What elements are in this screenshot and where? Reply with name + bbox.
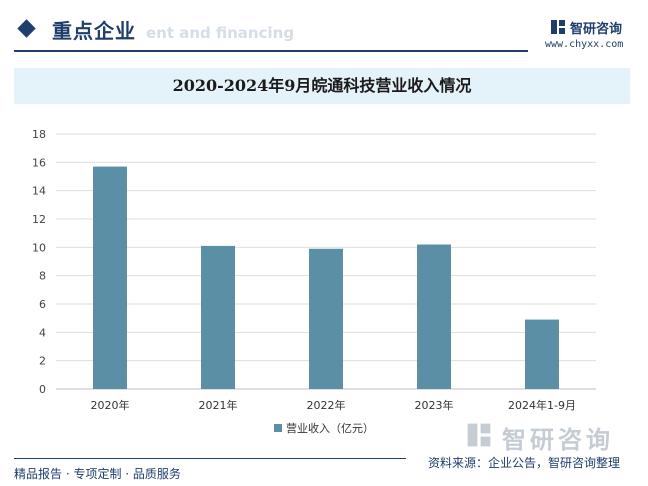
y-tick-label: 8 [39, 270, 46, 283]
watermark-text: 智研咨询 [502, 426, 614, 454]
y-tick-label: 14 [32, 185, 46, 198]
y-tick-label: 16 [32, 156, 46, 169]
header-subtitle: ent and financing [146, 24, 295, 42]
x-tick-label: 2024年1-9月 [508, 398, 576, 412]
brand-block: 智研咨询 www.chyxx.com [545, 17, 642, 57]
bar [93, 166, 127, 389]
x-tick-label: 2022年 [307, 398, 346, 412]
brand-name: 智研咨询 [570, 22, 623, 37]
y-tick-label: 6 [39, 298, 46, 311]
footer-divider [14, 458, 406, 459]
diamond-icon [17, 19, 36, 38]
y-tick-label: 10 [32, 241, 46, 254]
watermark-logo-icon [467, 423, 491, 447]
chart-title-band: 2020-2024年9月皖通科技营业收入情况 [14, 68, 630, 104]
bar [309, 248, 343, 389]
data-source: 资料来源：企业公告，智研咨询整理 [428, 456, 621, 470]
x-tick-label: 2020年 [91, 398, 130, 412]
x-tick-label: 2021年 [199, 398, 238, 412]
chart-title: 2020-2024年9月皖通科技营业收入情况 [172, 76, 472, 95]
legend-label: 营业收入（亿元） [286, 422, 374, 435]
watermark: 智研咨询 [466, 420, 636, 454]
bar [525, 319, 559, 389]
y-tick-label: 12 [32, 213, 46, 226]
legend-swatch [274, 424, 282, 432]
y-tick-label: 18 [32, 128, 46, 141]
y-tick-label: 4 [39, 326, 46, 339]
brand-url: www.chyxx.com [545, 39, 624, 50]
y-tick-label: 0 [39, 383, 46, 396]
bar [417, 244, 451, 389]
y-tick-label: 2 [39, 355, 46, 368]
footer-slogan: 精品报告 · 专项定制 · 品质服务 [14, 467, 181, 481]
section-title: 重点企业 [52, 19, 136, 43]
bar [201, 245, 235, 389]
bar-chart: 0 2 4 6 8 10 12 14 16 18 2020年 2021年 2022年 2023年 2024年… [32, 128, 596, 412]
header-divider [14, 50, 528, 52]
chart-legend: 营业收入（亿元） [0, 420, 648, 436]
page-header: ent and financing 重点企业 [0, 0, 648, 60]
brand-logo-icon [551, 20, 565, 34]
x-tick-label: 2023年 [415, 398, 454, 412]
